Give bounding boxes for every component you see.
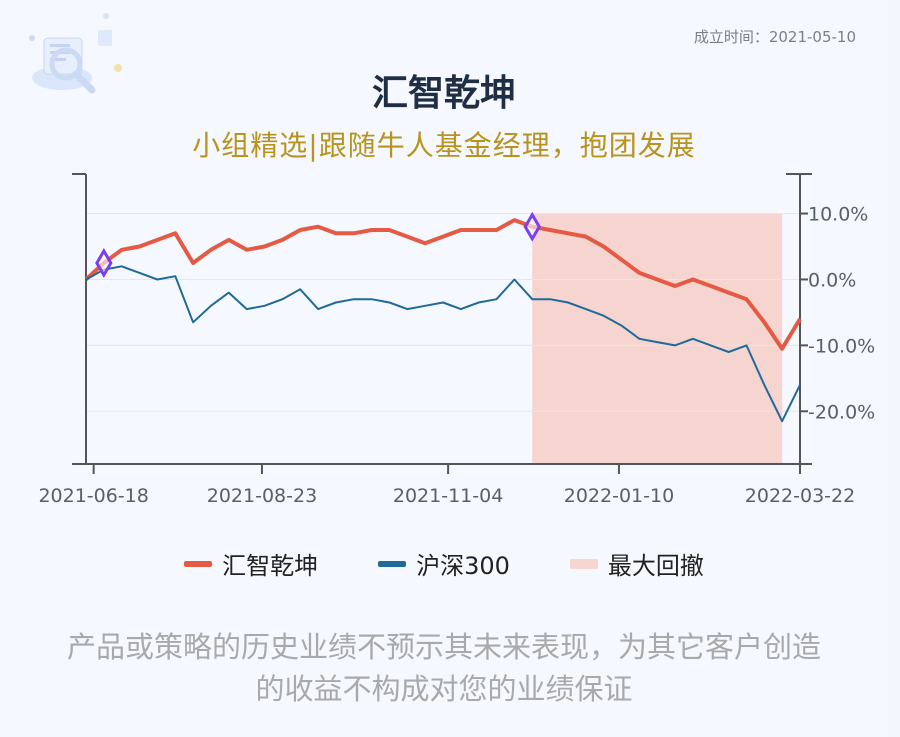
legend: 汇智乾坤 沪深300 最大回撤	[0, 546, 888, 581]
legend-swatch-drawdown	[569, 558, 598, 569]
founded-date: 成立时间：2021-05-10	[693, 28, 856, 46]
drawdown-area	[532, 214, 783, 464]
y-tick-label: -20.0%	[808, 401, 875, 423]
legend-swatch-fund	[184, 560, 213, 567]
legend-label-fund: 汇智乾坤	[222, 552, 319, 580]
y-tick-label: 10.0%	[808, 204, 868, 226]
legend-item-index: 沪深300	[378, 546, 510, 581]
y-tick-label: 0.0%	[808, 269, 856, 291]
chart-subtitle: 小组精选|跟随牛人基金经理，抱团发展	[192, 129, 696, 162]
peak-marker	[523, 211, 541, 242]
legend-swatch-index	[378, 560, 407, 567]
fund-series-line	[84, 218, 802, 351]
x-tick-label: 2021-08-23	[207, 485, 317, 507]
legend-label-index: 沪深300	[416, 552, 510, 580]
chart-title: 汇智乾坤	[371, 73, 516, 114]
x-tick-label: 2021-06-18	[38, 485, 148, 507]
x-tick-label: 2021-11-04	[393, 485, 503, 507]
y-tick-label: -10.0%	[808, 335, 875, 357]
legend-item-drawdown: 最大回撤	[569, 546, 704, 581]
disclaimer: 产品或策略的历史业绩不预示其未来表现，为其它客户创造的收益不构成对您的业绩保证	[66, 630, 821, 706]
legend-item-fund: 汇智乾坤	[184, 546, 318, 581]
peak-marker	[95, 248, 113, 278]
x-tick-label: 2022-03-22	[745, 485, 855, 507]
legend-label-drawdown: 最大回撤	[607, 552, 704, 580]
magnifier-illustration-icon	[29, 13, 122, 94]
performance-chart: 10.0% 0.0% -10.0% -20.0% 2021-06-18 2021-08-2…	[38, 173, 875, 507]
x-tick-label: 2022-01-10	[564, 485, 674, 507]
index-series-line	[85, 265, 801, 423]
